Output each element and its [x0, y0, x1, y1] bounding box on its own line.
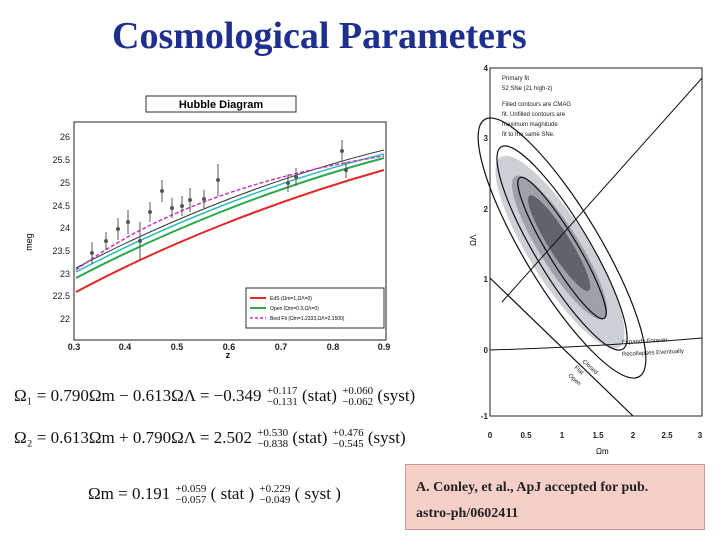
- x-tick: 0.5: [520, 431, 532, 440]
- x-tick: 0.4: [119, 342, 132, 352]
- x-tick: 0.3: [68, 342, 81, 352]
- filled-contours: [495, 155, 625, 349]
- equation-1: Ω₁ = 0.790Ωm − 0.613ΩΛ = −0.349 +0.117 −0…: [14, 385, 416, 409]
- citation-line-1: A. Conley, et al., ApJ accepted for pub.: [416, 480, 649, 495]
- expands-label: Expands Forever: [622, 338, 668, 346]
- omega-note: Primary fit: [502, 76, 529, 82]
- equation-2: Ω₂ = 0.613Ωm + 0.790ΩΛ = 2.502 +0.530 −0.…: [14, 427, 406, 451]
- black-curve: [75, 149, 385, 269]
- x-tick: 0.5: [171, 342, 184, 352]
- y-tick: 0: [484, 346, 489, 355]
- omega-note: maximum magnitude: [502, 122, 558, 128]
- recollapses-label: Recollapses Eventually: [622, 349, 684, 358]
- unfilled-contours: [477, 117, 647, 379]
- x-axis-label: Ωm: [596, 447, 609, 456]
- y-tick: 26: [60, 132, 70, 142]
- cyan-curve: [75, 153, 385, 273]
- y-tick: 25.5: [52, 155, 70, 165]
- x-tick: 0.6: [223, 342, 236, 352]
- legend-eds: EdS (Ωm=1,ΩΛ=0): [270, 296, 312, 302]
- y-tick: 1: [484, 275, 489, 284]
- omega-note: fit to the same SNe.: [502, 132, 555, 138]
- x-tick: 3: [698, 431, 703, 440]
- hubble-diagram-chart: Hubble Diagram 26 25.5 25 24.5 24 23.5 2…: [24, 95, 390, 360]
- y-axis-label: meg: [24, 233, 34, 251]
- omega-note: 52 SNe (21 high-z): [502, 86, 552, 92]
- omega-plane-chart: 4 3 2 1 0 -1 0 0.5 1 1.5 2 2.5 3 Ωm ΩΛ P…: [469, 64, 703, 456]
- best-fit-curve: [75, 155, 385, 271]
- x-tick: 0: [488, 431, 493, 440]
- flat-label: Flat: [573, 365, 585, 376]
- x-tick: 2.5: [661, 431, 673, 440]
- legend: EdS (Ωm=1,ΩΛ=0) Open (Ωm=0.3,ΩΛ=0) Best …: [245, 287, 385, 329]
- x-tick: 0.9: [378, 342, 390, 352]
- y-tick: 4: [484, 64, 489, 73]
- x-tick: 0.7: [275, 342, 288, 352]
- equation-3: Ωm = 0.191 +0.059 −0.057 ( stat ) +0.229−…: [88, 483, 341, 507]
- y-tick: 2: [484, 205, 489, 214]
- y-tick: 24: [60, 223, 70, 233]
- y-tick: 22: [60, 314, 70, 324]
- legend-open: Open (Ωm=0.3,ΩΛ=0): [270, 306, 319, 312]
- hubble-title: Hubble Diagram: [179, 99, 264, 111]
- citation-box: A. Conley, et al., ApJ accepted for pub.…: [405, 464, 705, 530]
- y-tick: -1: [481, 412, 489, 421]
- diagonal-line: [501, 77, 703, 303]
- slide-title: Cosmological Parameters: [112, 15, 527, 57]
- omega-note: Filled contours are CMAG: [502, 102, 571, 108]
- y-tick: 3: [484, 134, 489, 143]
- y-tick: 25: [60, 178, 70, 188]
- x-tick: 2: [631, 431, 636, 440]
- x-tick: 1: [560, 431, 565, 440]
- eds-curve: [75, 169, 385, 293]
- legend-best-fit: Best Fit (Ωm=1.2333,ΩΛ=2.1500): [270, 316, 345, 322]
- forever-line: [489, 337, 703, 351]
- x-tick: 1.5: [592, 431, 604, 440]
- omega-note: fit. Unfilled contours are: [502, 112, 566, 118]
- y-tick: 23: [60, 269, 70, 279]
- x-axis-label: z: [226, 350, 231, 360]
- x-tick: 0.8: [327, 342, 340, 352]
- open-curve: [75, 157, 385, 279]
- y-axis-label: ΩΛ: [469, 234, 478, 246]
- citation-line-2: astro-ph/0602411: [416, 506, 519, 521]
- data-points: [90, 140, 348, 264]
- y-tick: 24.5: [52, 201, 70, 211]
- y-tick: 22.5: [52, 291, 70, 301]
- y-tick: 23.5: [52, 246, 70, 256]
